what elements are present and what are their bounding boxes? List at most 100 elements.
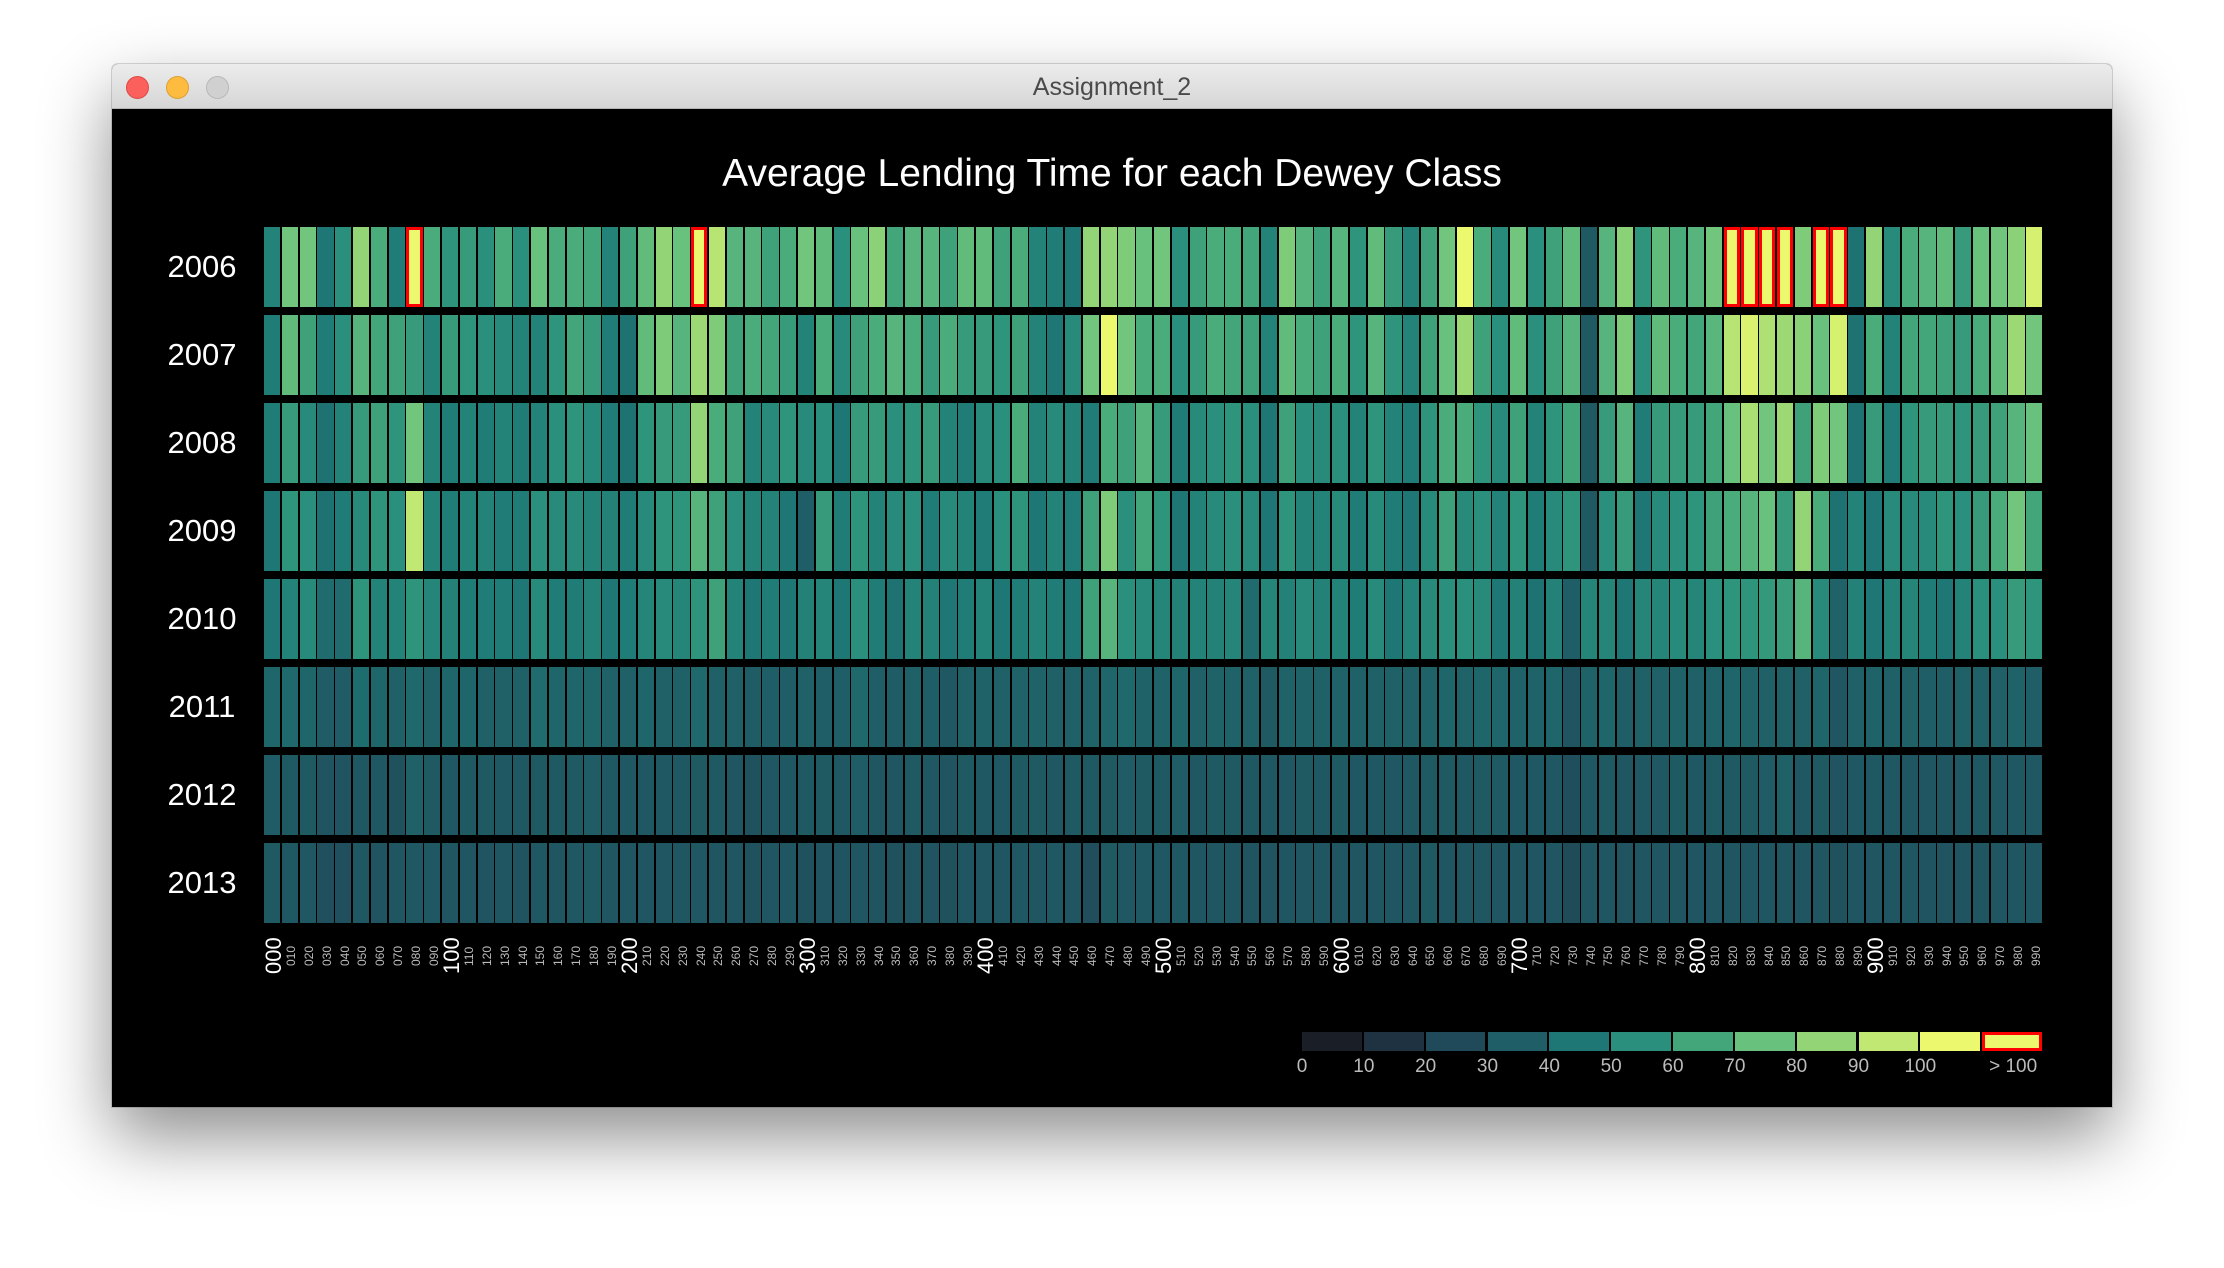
heatmap-cell-2010-770 <box>1634 579 1651 659</box>
heatmap-cell-2006-010 <box>281 227 299 307</box>
heatmap-cell-2008-340 <box>869 403 886 483</box>
heatmap-cell-2009-500 <box>1154 491 1171 571</box>
heatmap-cell-2007-580 <box>1296 315 1313 395</box>
heatmap-cell-2006-810 <box>1705 227 1723 307</box>
minimize-button[interactable] <box>166 76 189 99</box>
heatmap-cell-2013-010 <box>281 843 299 923</box>
x-tick-label: 560 <box>1263 945 1278 966</box>
heatmap-cell-2008-760 <box>1616 403 1634 483</box>
heatmap-cell-2008-840 <box>1759 403 1776 483</box>
heatmap-cell-2009-230 <box>673 491 690 571</box>
heatmap-cell-2009-730 <box>1563 491 1580 571</box>
x-tick-label: 630 <box>1387 945 1402 966</box>
heatmap-cell-2008-780 <box>1652 403 1669 483</box>
heatmap-cell-2008-920 <box>1901 403 1918 483</box>
heatmap-cell-2010-680 <box>1474 579 1491 659</box>
heatmap-cell-2006-840 <box>1759 227 1776 307</box>
heatmap-cell-2006-570 <box>1278 227 1295 307</box>
heatmap-cell-2008-070 <box>388 403 405 483</box>
heatmap-cell-2009-020 <box>299 491 316 571</box>
heatmap-cell-2006-190 <box>602 227 619 307</box>
heatmap-cell-2012-960 <box>1972 755 1990 835</box>
x-tick-label: 700 <box>1506 937 1532 974</box>
heatmap-cell-2009-490 <box>1136 491 1153 571</box>
heatmap-cell-2013-020 <box>299 843 316 923</box>
heatmap-cell-2009-300 <box>798 491 815 571</box>
heatmap-cell-2007-130 <box>495 315 512 395</box>
legend-label: 70 <box>1724 1056 1746 1077</box>
heatmap-cell-2012-970 <box>1990 755 2007 835</box>
heatmap-cell-2008-270 <box>744 403 761 483</box>
heatmap-cell-2008-820 <box>1723 403 1740 483</box>
heatmap-cell-2011-380 <box>940 667 957 747</box>
heatmap-cell-2006-350 <box>887 227 904 307</box>
heatmap-cell-2006-630 <box>1385 227 1402 307</box>
x-tick-label: 450 <box>1067 945 1082 966</box>
zoom-button[interactable] <box>206 76 229 99</box>
heatmap-cell-2008-710 <box>1527 403 1545 483</box>
heatmap-cell-2009-310 <box>815 491 833 571</box>
heatmap-cell-2007-110 <box>459 315 477 395</box>
heatmap-cell-2012-980 <box>2008 755 2025 835</box>
heatmap-cell-2010-600 <box>1332 579 1349 659</box>
heatmap-cell-2010-640 <box>1403 579 1420 659</box>
heatmap-cell-2007-670 <box>1456 315 1473 395</box>
heatmap-cell-2007-980 <box>2008 315 2025 395</box>
x-tick-label: 010 <box>284 945 299 966</box>
heatmap-cell-2012-670 <box>1456 755 1473 835</box>
heatmap-cell-2006-430 <box>1029 227 1046 307</box>
heatmap-cell-2007-950 <box>1955 315 1972 395</box>
heatmap-cell-2006-590 <box>1314 227 1331 307</box>
heatmap-cell-2006-690 <box>1492 227 1509 307</box>
heatmap-cell-2008-990 <box>2026 403 2043 483</box>
heatmap-cell-2012-640 <box>1403 755 1420 835</box>
heatmap-cell-2011-600 <box>1332 667 1349 747</box>
heatmap-cell-2006-820 <box>1723 227 1740 307</box>
heatmap-cell-2013-640 <box>1403 843 1420 923</box>
heatmap-cell-2008-570 <box>1278 403 1295 483</box>
heatmap-cell-2007-190 <box>602 315 619 395</box>
heatmap-cell-2011-680 <box>1474 667 1491 747</box>
heatmap-cell-2007-540 <box>1225 315 1242 395</box>
x-tick-label: 670 <box>1458 945 1473 966</box>
close-button[interactable] <box>126 76 149 99</box>
heatmap-cell-2010-900 <box>1866 579 1883 659</box>
heatmap-cell-2009-360 <box>904 491 922 571</box>
heatmap-cell-2007-860 <box>1794 315 1812 395</box>
heatmap-cell-2010-780 <box>1652 579 1669 659</box>
heatmap-cell-2010-960 <box>1972 579 1990 659</box>
heatmap-cell-2010-400 <box>976 579 993 659</box>
title-bar: Assignment_2 <box>112 64 2112 109</box>
heatmap-cell-2009-540 <box>1225 491 1242 571</box>
heatmap-cell-2010-820 <box>1723 579 1740 659</box>
heatmap-cell-2010-440 <box>1047 579 1064 659</box>
heatmap-cell-2009-640 <box>1403 491 1420 571</box>
x-tick-label: 330 <box>853 945 868 966</box>
heatmap-cell-2009-900 <box>1866 491 1883 571</box>
heatmap-cell-2011-720 <box>1545 667 1562 747</box>
heatmap-cell-2008-720 <box>1545 403 1562 483</box>
heatmap-cell-2009-580 <box>1296 491 1313 571</box>
heatmap-cell-2012-110 <box>459 755 477 835</box>
heatmap-cell-2012-100 <box>442 755 459 835</box>
heatmap-cell-2012-370 <box>922 755 939 835</box>
heatmap-cell-2006-270 <box>744 227 761 307</box>
heatmap-cell-2007-900 <box>1866 315 1883 395</box>
heatmap-cell-2013-800 <box>1688 843 1705 923</box>
heatmap-cell-2006-580 <box>1296 227 1313 307</box>
heatmap-cell-2009-550 <box>1243 491 1260 571</box>
x-tick-label: 970 <box>1992 945 2007 966</box>
heatmap-cell-2011-960 <box>1972 667 1990 747</box>
x-tick-label: 060 <box>373 945 388 966</box>
heatmap-cell-2007-400 <box>976 315 993 395</box>
x-tick-label: 850 <box>1779 945 1794 966</box>
heatmap-cell-2011-820 <box>1723 667 1740 747</box>
heatmap-cell-2006-050 <box>353 227 370 307</box>
heatmap-cell-2011-860 <box>1794 667 1812 747</box>
heatmap-cell-2008-160 <box>548 403 566 483</box>
heatmap-cell-2013-320 <box>833 843 850 923</box>
heatmap-cell-2006-550 <box>1243 227 1260 307</box>
heatmap-cell-2012-400 <box>976 755 993 835</box>
heatmap-cell-2013-290 <box>780 843 797 923</box>
x-tick-label: 990 <box>2028 945 2043 966</box>
